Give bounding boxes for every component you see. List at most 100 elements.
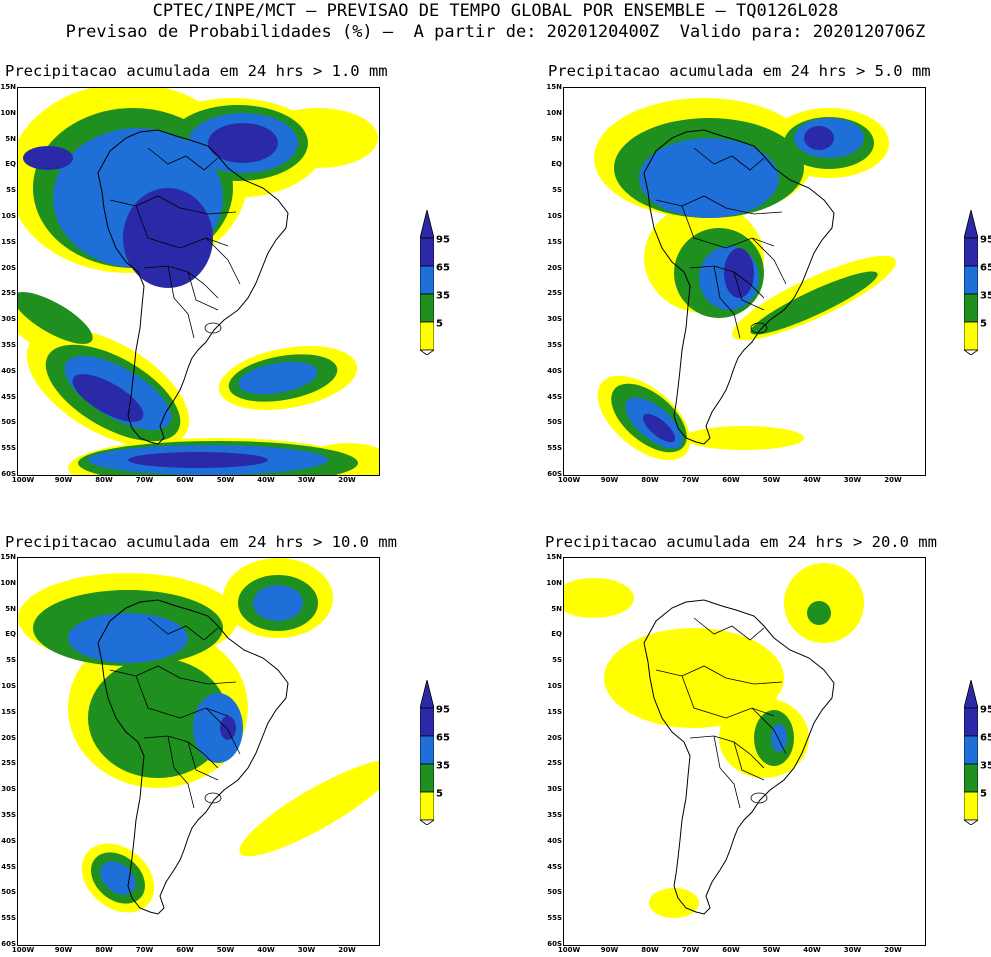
lat-tick-label: 25S (547, 759, 562, 768)
lat-tick-label: 60S (547, 470, 562, 478)
lat-tick-label: 15N (0, 83, 16, 91)
prob-area-65 (238, 361, 318, 395)
prob-area-35 (88, 658, 228, 778)
lat-tick-label: 35S (547, 341, 562, 349)
legend-label: 65 (436, 732, 450, 744)
lon-tick-label: 70W (135, 476, 154, 484)
lat-tick-label: 5N (5, 134, 16, 143)
legend-label: 35 (436, 290, 450, 302)
legend-swatch (964, 791, 978, 821)
legend-label: 5 (980, 788, 987, 800)
lat-tick-label: 60S (1, 470, 16, 478)
legend-label: 95 (980, 704, 991, 716)
lon-tick-label: 20W (338, 946, 356, 954)
map-panel-10mm (17, 557, 380, 946)
lat-tick-label: 40S (547, 836, 562, 845)
lat-tick-label: 55S (547, 914, 562, 923)
lon-tick-label: 90W (600, 476, 619, 484)
legend-cap-top (420, 210, 434, 239)
legend-label: 95 (436, 704, 450, 716)
map-panel-20mm (563, 557, 926, 946)
prob-area-5 (239, 759, 379, 857)
prob-area-65 (193, 693, 243, 763)
lon-tick-label: 30W (843, 946, 862, 954)
legend-swatch (964, 707, 978, 737)
lat-tick-label: 30S (547, 315, 562, 324)
lon-tick-label: 80W (95, 946, 113, 954)
legend-label: 5 (980, 318, 987, 330)
legend-swatch (420, 293, 434, 323)
lat-tick-label: 55S (547, 444, 562, 453)
country-border (135, 675, 229, 719)
country-border (109, 665, 237, 685)
lon-tick-label: 30W (297, 476, 316, 484)
lon-tick-label: 40W (257, 946, 275, 954)
lon-tick-label: 100W (11, 946, 35, 954)
lon-tick-label: 50W (762, 946, 781, 954)
lat-tick-label: 55S (1, 444, 16, 453)
lon-tick-label: 20W (884, 476, 902, 484)
lon-tick-label: 40W (257, 476, 275, 484)
lat-tick-label: 35S (1, 811, 16, 819)
legend-swatch (964, 293, 978, 323)
lon-tick-label: 60W (176, 476, 194, 484)
lon-tick-label: 100W (557, 946, 581, 954)
country-border (187, 741, 219, 781)
coastline (643, 599, 835, 915)
prob-area-95 (724, 248, 754, 298)
country-border (167, 265, 195, 339)
legend-swatch (964, 735, 978, 765)
legend-label: 35 (980, 290, 991, 302)
panel-title-10mm: Precipitacao acumulada em 24 hrs > 10.0 … (5, 533, 397, 551)
lon-tick-label: 80W (95, 476, 113, 484)
lat-tick-label: 45S (1, 862, 16, 871)
lat-tick-label: 10S (1, 682, 16, 690)
lat-tick-label: 10S (547, 212, 562, 220)
lat-tick-label: 20S (1, 263, 16, 272)
lat-tick-label: 20S (547, 733, 562, 742)
lat-tick-label: 10N (0, 108, 16, 117)
legend-label: 65 (980, 262, 991, 274)
lat-tick-label: 25S (1, 759, 16, 768)
country-border (187, 271, 219, 311)
header-subtitle: Previsao de Probabilidades (%) – A parti… (65, 22, 926, 42)
lat-tick-label: 15N (0, 553, 16, 561)
lat-tick-label: 40S (1, 836, 16, 845)
lon-tick-label: 100W (557, 476, 581, 484)
lat-tick-label: 45S (1, 392, 16, 401)
country-border (681, 675, 775, 719)
lat-tick-label: 25S (547, 289, 562, 298)
legend-cap-top (964, 210, 978, 239)
lat-tick-label: 5S (552, 186, 562, 195)
color-legend-20mm: 95 65 35 5 (964, 680, 991, 825)
lon-tick-label: 90W (54, 476, 73, 484)
legend-swatch (420, 735, 434, 765)
lat-tick-label: 50S (1, 888, 16, 897)
lat-tick-label: 5S (552, 656, 562, 665)
lat-tick-label: 60S (547, 940, 562, 948)
legend-swatch (964, 763, 978, 793)
lon-tick-label: 90W (600, 946, 619, 954)
prob-area-95 (208, 123, 278, 163)
legend-label: 65 (436, 262, 450, 274)
lat-tick-label: 40S (1, 366, 16, 375)
lon-tick-label: 70W (681, 946, 700, 954)
panel-title-20mm: Precipitacao acumulada em 24 hrs > 20.0 … (545, 533, 937, 551)
lon-tick-label: 30W (297, 946, 316, 954)
lon-tick-label: 50W (216, 946, 235, 954)
lat-tick-label: 30S (1, 785, 16, 794)
prob-area-95 (220, 716, 236, 740)
legend-swatch (420, 791, 434, 821)
lat-tick-label: 5N (551, 604, 562, 613)
lat-tick-label: 40S (547, 366, 562, 375)
lat-tick-label: 15S (1, 707, 16, 716)
lat-tick-label: EQ (5, 160, 16, 169)
country-border (167, 735, 195, 809)
country-border (751, 237, 787, 285)
map-panel-5mm (563, 87, 926, 476)
legend-swatch (420, 265, 434, 295)
color-legend-10mm: 95 65 35 5 (420, 680, 460, 825)
country-border (655, 195, 783, 215)
country-border (681, 205, 775, 249)
lat-tick-label: 45S (547, 862, 562, 871)
